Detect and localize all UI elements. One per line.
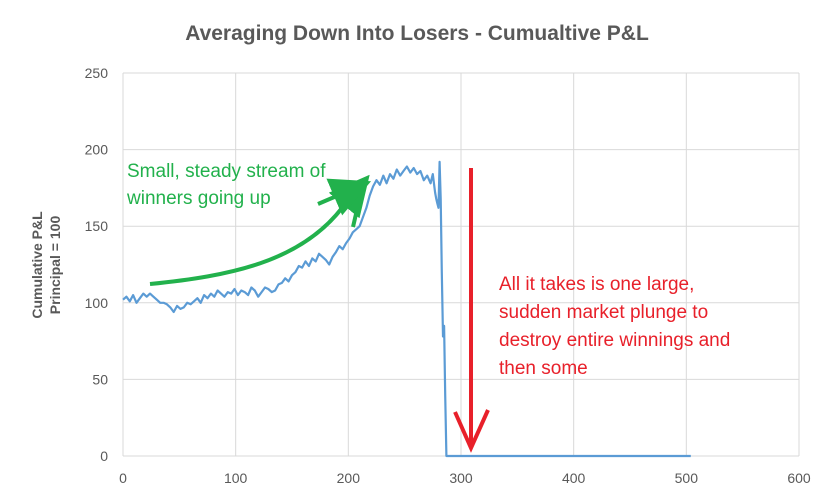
green-lower-arrow (351, 187, 364, 228)
x-tick-label: 100 (224, 470, 248, 486)
axis-tick-labels: 0 50 100 150 200 250 0 100 200 300 400 500 600 (85, 65, 811, 486)
y-tick-label: 150 (85, 218, 109, 234)
green-annotation-line-2: winners going up (126, 188, 271, 209)
green-straight-arrow (317, 178, 372, 216)
x-tick-label: 0 (119, 470, 127, 486)
green-curved-arrow (149, 174, 370, 286)
gridlines (122, 72, 800, 457)
y-tick-label: 100 (85, 295, 109, 311)
x-tick-label: 200 (337, 470, 361, 486)
red-annotation-line-4: then some (499, 358, 588, 379)
chart-title: Averaging Down Into Losers - Cumualtive … (185, 22, 649, 45)
y-axis-label-line-2: Principal = 100 (47, 216, 63, 315)
red-arrow-head (453, 409, 490, 453)
x-tick-label: 400 (562, 470, 586, 486)
red-annotation: All it takes is one large, sudden market… (453, 168, 730, 453)
y-axis-label-line-1: Cumulative P&L (29, 211, 45, 319)
red-annotation-line-2: sudden market plunge to (499, 302, 708, 323)
red-annotation-line-1: All it takes is one large, (499, 274, 694, 295)
x-tick-label: 300 (449, 470, 473, 486)
x-tick-label: 500 (675, 470, 699, 486)
y-axis-label: Cumulative P&L Principal = 100 (29, 211, 63, 319)
x-tick-label: 600 (787, 470, 811, 486)
green-annotation: Small, steady stream of winners going up (126, 161, 372, 286)
y-tick-label: 250 (85, 65, 109, 81)
y-tick-label: 50 (92, 371, 108, 387)
green-annotation-line-1: Small, steady stream of (127, 161, 326, 182)
series-layer (122, 160, 691, 458)
red-annotation-line-3: destroy entire winnings and (499, 330, 730, 351)
y-tick-label: 0 (100, 448, 108, 464)
y-tick-label: 200 (85, 142, 109, 158)
series-line (122, 160, 691, 458)
